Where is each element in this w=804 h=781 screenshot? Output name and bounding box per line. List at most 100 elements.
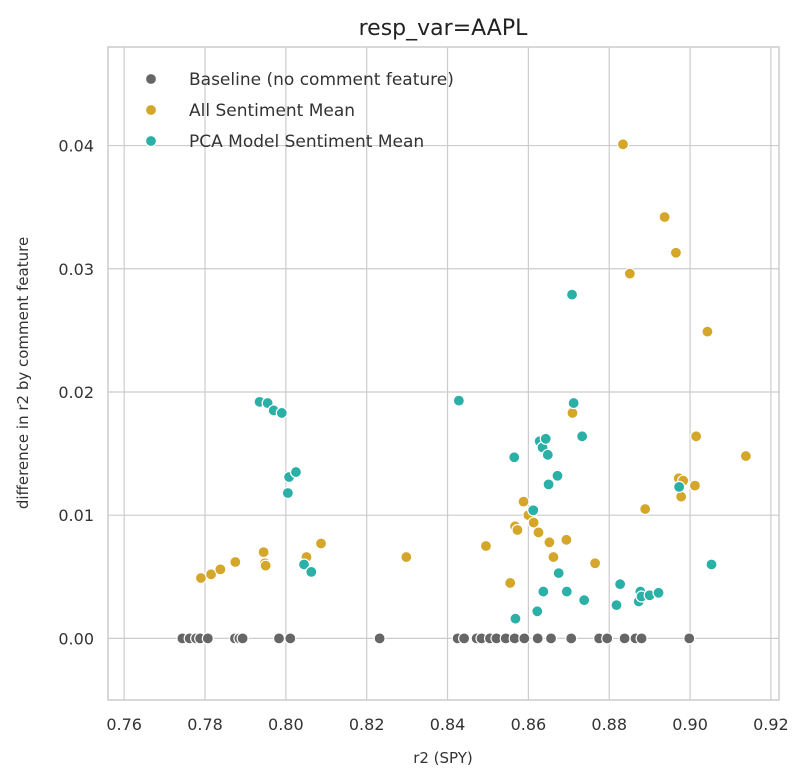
- data-point: [229, 555, 242, 569]
- data-point: [658, 210, 671, 224]
- data-point: [201, 632, 214, 645]
- data-point: [588, 557, 602, 570]
- data-point: [194, 571, 208, 585]
- data-point: [705, 558, 718, 571]
- data-point: [531, 605, 544, 618]
- data-point: [458, 632, 471, 645]
- grid-lines: [108, 47, 779, 700]
- data-point: [610, 599, 623, 612]
- data-point: [688, 479, 702, 492]
- chart-title: resp_var=AAPL: [359, 16, 528, 41]
- data-point: [517, 495, 530, 508]
- data-point: [543, 536, 556, 549]
- legend-marker: [144, 72, 158, 86]
- x-axis-label: r2 (SPY): [413, 749, 473, 767]
- y-tick-label: 0.01: [58, 506, 94, 525]
- data-point: [635, 632, 648, 645]
- data-point: [542, 478, 555, 491]
- x-tick-label: 0.88: [591, 715, 627, 734]
- data-point: [539, 432, 552, 445]
- data-point: [578, 594, 591, 607]
- legend: Baseline (no comment feature) All Sentime…: [144, 70, 454, 152]
- data-point: [616, 138, 630, 151]
- legend-label: Baseline (no comment feature): [189, 70, 454, 90]
- data-point: [272, 632, 286, 645]
- data-point: [683, 632, 696, 645]
- series-1: [176, 632, 696, 645]
- data-point: [541, 448, 554, 461]
- data-point: [314, 537, 328, 550]
- data-point: [551, 469, 564, 482]
- data-point: [701, 325, 714, 338]
- data-point: [400, 550, 413, 564]
- x-tick-label: 0.78: [187, 715, 223, 734]
- data-point: [544, 632, 558, 645]
- data-point: [652, 586, 665, 599]
- x-tick-label: 0.84: [430, 715, 466, 734]
- data-point: [511, 523, 524, 537]
- y-tick-label: 0.00: [58, 629, 94, 648]
- x-axis-ticks: 0.76 0.78 0.80 0.82 0.84 0.86 0.88 0.90 0.92: [106, 715, 788, 734]
- data-point: [504, 576, 517, 590]
- series-3: [253, 288, 718, 625]
- data-point: [527, 516, 540, 529]
- data-point: [509, 612, 522, 625]
- y-tick-label: 0.04: [58, 137, 94, 156]
- data-point: [690, 430, 703, 443]
- data-point: [531, 632, 544, 645]
- data-point: [739, 449, 752, 463]
- data-point: [257, 546, 270, 559]
- data-point: [284, 632, 297, 645]
- legend-item: Baseline (no comment feature): [144, 70, 454, 90]
- data-point: [373, 632, 386, 645]
- y-tick-label: 0.03: [58, 260, 94, 279]
- legend-item: PCA Model Sentiment Mean: [144, 132, 424, 152]
- data-point: [552, 566, 565, 580]
- data-point: [614, 578, 627, 591]
- data-point: [675, 490, 688, 503]
- data-point: [567, 396, 580, 410]
- series-2: [194, 138, 752, 590]
- y-axis-ticks: 0.00 0.01 0.02 0.03 0.04: [58, 137, 94, 649]
- data-point: [673, 480, 686, 493]
- y-tick-label: 0.02: [58, 383, 94, 402]
- x-tick-label: 0.92: [753, 715, 789, 734]
- y-axis-label: difference in r2 by comment feature: [14, 237, 32, 509]
- data-point: [618, 632, 631, 645]
- legend-item: All Sentiment Mean: [144, 101, 355, 121]
- data-point: [305, 565, 318, 578]
- data-point: [236, 632, 249, 645]
- data-point: [508, 451, 521, 464]
- data-point: [518, 632, 531, 645]
- data-point: [565, 632, 578, 645]
- data-point: [537, 585, 550, 598]
- data-point: [547, 550, 560, 564]
- data-point: [532, 526, 545, 539]
- x-tick-label: 0.86: [511, 715, 547, 734]
- data-point: [527, 504, 540, 517]
- data-points: [176, 138, 752, 645]
- legend-marker: [144, 103, 158, 117]
- data-point: [669, 246, 683, 259]
- data-point: [452, 394, 465, 407]
- x-tick-label: 0.90: [672, 715, 708, 734]
- legend-label: All Sentiment Mean: [189, 101, 355, 121]
- data-point: [281, 486, 294, 500]
- data-point: [560, 585, 573, 598]
- data-point: [639, 502, 652, 516]
- plot-frame: [107, 46, 780, 701]
- data-point: [297, 558, 311, 571]
- legend-label: PCA Model Sentiment Mean: [189, 132, 424, 152]
- data-point: [289, 465, 303, 479]
- x-tick-label: 0.82: [349, 715, 385, 734]
- data-point: [259, 559, 272, 572]
- data-point: [275, 406, 288, 420]
- data-point: [479, 539, 493, 553]
- data-point: [623, 267, 636, 280]
- data-point: [204, 568, 218, 581]
- data-point: [214, 563, 227, 576]
- data-point: [601, 632, 614, 645]
- legend-marker: [144, 134, 158, 148]
- data-point: [560, 533, 573, 546]
